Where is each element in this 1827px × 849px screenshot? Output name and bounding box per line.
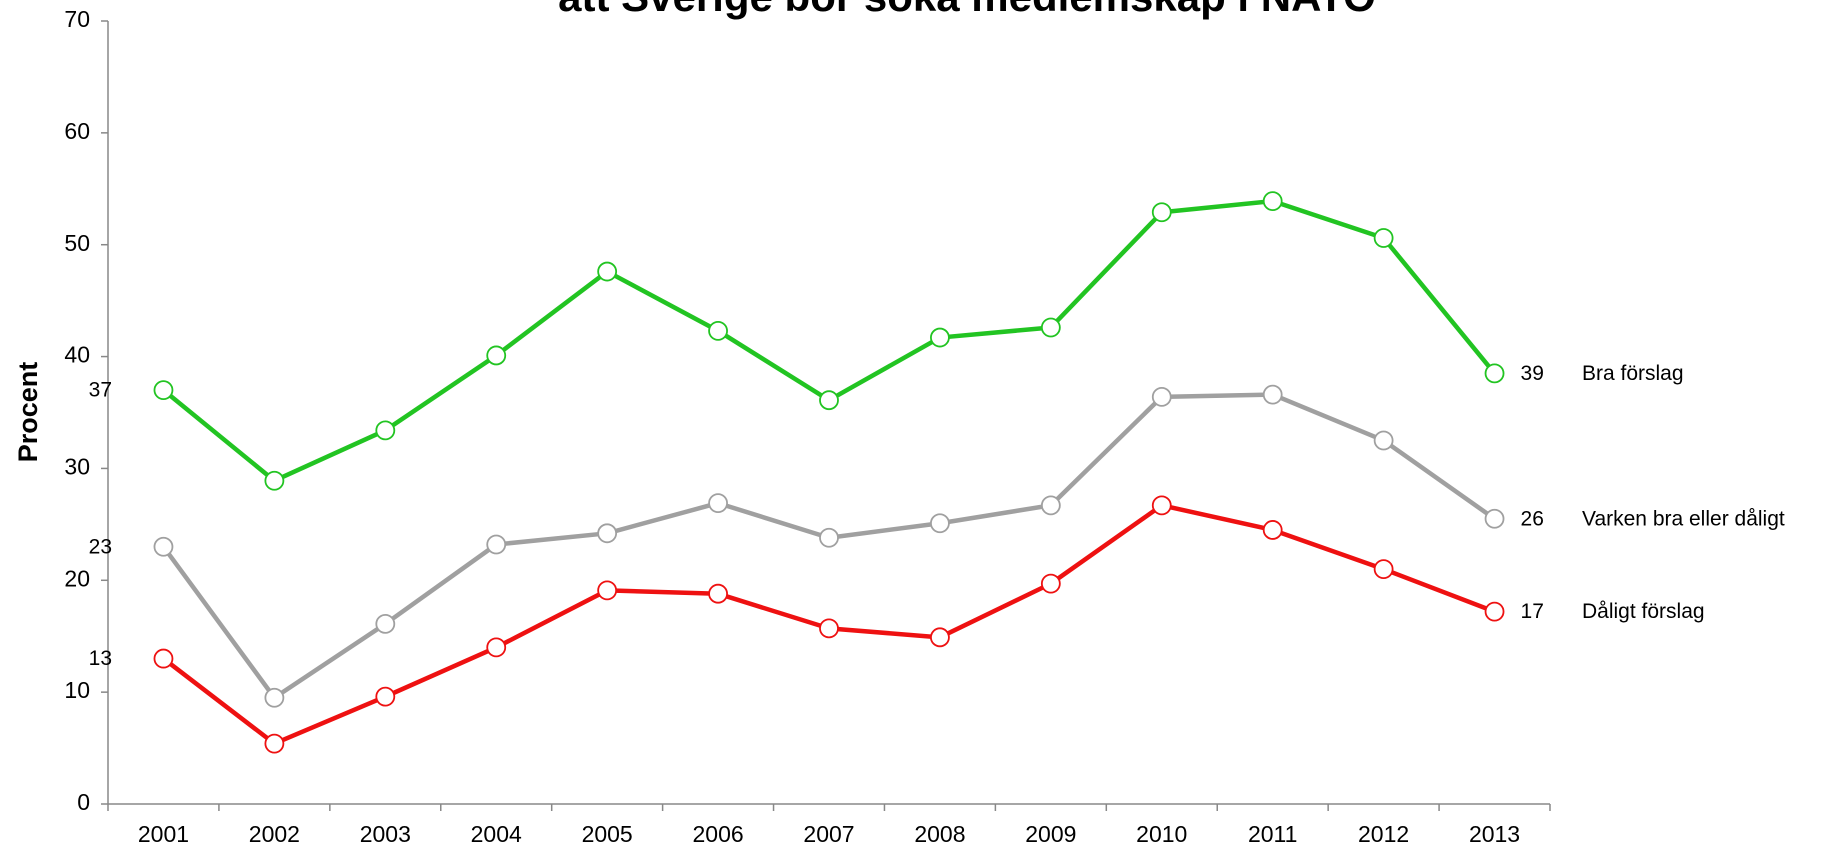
- y-tick-label: 10: [64, 677, 90, 703]
- point-marker: [1040, 317, 1061, 338]
- point-marker: [1151, 386, 1172, 407]
- point-marker: [153, 380, 174, 401]
- point-marker: [1373, 559, 1394, 579]
- x-tick-label: 2012: [1358, 821, 1409, 847]
- point-marker: [930, 513, 950, 534]
- point-marker: [930, 327, 950, 348]
- legend-label: Varken bra eller dåligt: [1582, 507, 1785, 530]
- point-marker: [930, 627, 950, 648]
- x-tick-label: 2008: [914, 821, 965, 847]
- x-tick-label: 2013: [1469, 821, 1520, 847]
- y-axis-label: Procent: [13, 362, 43, 463]
- legend-label: Dåligt förslag: [1582, 600, 1705, 623]
- point-marker: [819, 527, 839, 548]
- point-marker: [1151, 202, 1172, 223]
- point-marker: [1373, 430, 1394, 451]
- point-marker: [264, 733, 285, 754]
- point-marker: [375, 686, 396, 707]
- value-label: 17: [1521, 600, 1544, 623]
- value-label: 26: [1521, 507, 1544, 530]
- point-marker: [486, 534, 507, 555]
- point-marker: [597, 261, 618, 282]
- x-tick-label: 2011: [1248, 821, 1297, 847]
- x-tick-label: 2002: [249, 821, 300, 847]
- x-tick-label: 2006: [692, 821, 743, 847]
- series-line: [162, 198, 1497, 483]
- point-marker: [1484, 601, 1505, 622]
- y-tick-label: 20: [64, 565, 90, 591]
- x-tick-label: 2004: [471, 821, 522, 847]
- y-tick-label: 40: [64, 342, 90, 368]
- x-tick-label: 2003: [360, 821, 411, 847]
- point-marker: [264, 470, 285, 491]
- y-tick-label: 30: [64, 454, 90, 480]
- point-marker: [1262, 384, 1283, 405]
- point-marker: [1040, 573, 1061, 594]
- point-marker: [597, 580, 618, 601]
- legend-label: Bra förslag: [1582, 362, 1684, 385]
- point-marker: [1484, 508, 1505, 529]
- x-tick-label: 2005: [582, 821, 633, 847]
- value-label: 37: [89, 379, 112, 402]
- x-tick-label: 2009: [1025, 821, 1076, 847]
- point-marker: [1484, 363, 1505, 384]
- point-marker: [486, 345, 507, 366]
- point-marker: [153, 648, 174, 669]
- point-marker: [1373, 228, 1394, 248]
- point-marker: [1040, 495, 1061, 516]
- point-marker: [708, 583, 728, 604]
- y-tick-label: 70: [64, 6, 90, 32]
- point-marker: [153, 536, 174, 557]
- point-marker: [708, 493, 728, 514]
- y-tick-label: 0: [77, 789, 90, 815]
- value-label: 23: [89, 535, 112, 558]
- point-marker: [819, 390, 839, 411]
- point-marker: [375, 614, 396, 634]
- point-marker: [1151, 495, 1172, 516]
- x-tick-label: 2010: [1136, 821, 1187, 847]
- value-label: 13: [89, 647, 112, 670]
- y-tick-label: 60: [64, 118, 90, 144]
- x-tick-label: 2007: [803, 821, 854, 847]
- point-marker: [1262, 191, 1283, 211]
- x-tick-label: 2001: [138, 821, 189, 847]
- point-marker: [1262, 520, 1283, 540]
- point-marker: [597, 523, 618, 544]
- point-marker: [708, 320, 728, 341]
- point-marker: [819, 618, 839, 639]
- chart-title: att Sverige bör söka medlemskap i NATO: [558, 0, 1376, 20]
- point-marker: [486, 637, 507, 658]
- point-marker: [375, 420, 396, 441]
- y-tick-label: 50: [64, 230, 90, 256]
- point-marker: [264, 687, 285, 708]
- value-label: 39: [1521, 362, 1544, 385]
